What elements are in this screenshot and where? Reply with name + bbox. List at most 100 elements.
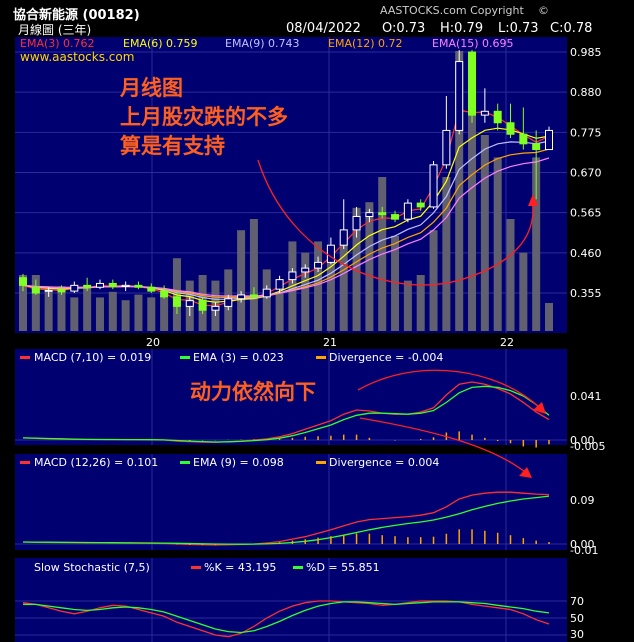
low-label: L:0.73 [498,21,539,36]
macd-fast-panel [15,349,567,445]
candle-body [506,122,515,135]
candle-body [70,284,79,292]
candle-body [339,229,348,246]
ema3-legend: EMA(3) 0.762 [20,37,95,50]
volume-bar [275,291,284,331]
volume-bar [70,297,79,331]
stochastic-d-legend: %D = 55.851 [306,561,380,574]
candle-body [147,286,156,292]
candle-body [172,296,181,307]
macd-fast-ema-marker [180,356,190,359]
volume-bar [352,207,361,331]
volume-bar [262,269,271,331]
macd-slow-marker [20,461,30,464]
high-label: H:0.79 [440,21,484,36]
candle-body [532,143,541,151]
volume-bar [314,241,323,331]
chart-period: 月線圖 (三年) [18,23,92,37]
candle-body [108,282,117,287]
macd-slow-div-legend: Divergence = 0.004 [329,456,440,469]
ema12-legend: EMA(12) 0.72 [328,37,403,50]
macd-slow-ema-legend: EMA (9) = 0.098 [193,456,284,469]
candle-body [391,214,400,220]
volume-bar [57,286,66,331]
price-y-tick: 0.985 [570,46,602,59]
volume-bar [108,291,117,331]
candle-body [378,212,387,216]
volume-bar [31,275,40,331]
volume-bar [121,300,130,331]
macd-slow-ema-marker [180,461,190,464]
macd-fast-annotation: 动力依然向下 [190,380,316,404]
volume-bar [301,252,310,331]
volume-bar [455,51,464,331]
volume-bar [44,291,53,331]
volume-bar [532,157,541,331]
price-y-tick: 0.460 [570,247,602,260]
volume-bar [83,286,92,331]
candle-body [403,202,412,220]
open-label: O:0.73 [382,21,426,36]
volume-bar [468,84,477,331]
indicator-y-tick: 0.00 [570,434,595,447]
ema6-legend: EMA(6) 0.759 [123,37,198,50]
indicator-y-tick: 70 [570,595,584,608]
volume-bar [326,247,335,331]
volume-bar [391,235,400,331]
candle-body [198,300,207,311]
ema9-legend: EMA(9) 0.743 [225,37,300,50]
indicator-line [22,495,550,545]
volume-bar [19,275,27,331]
candle-body [442,129,451,166]
candle-body [468,51,477,116]
candle-body [134,284,143,288]
volume-bar [480,135,489,331]
stochastic-panel [15,558,567,642]
stochastic-k-marker [191,566,201,569]
macd-slow-legend: MACD (12,26) = 0.101 [34,456,159,469]
candle-body [83,284,92,288]
candle-body [262,288,271,298]
candle-body [545,129,553,151]
candle-body [301,267,310,273]
annotation-line1: 月线图 [120,76,183,100]
volume-bar [545,303,553,331]
candle-body [211,305,220,311]
support-arrow-curve [257,159,534,286]
volume-bar [237,230,246,331]
indicator-y-tick: -0.005 [570,440,605,453]
copyright-text: AASTOCKS.com Copyright [380,4,524,17]
stochastic-d-marker [293,566,303,569]
candle-body [480,110,489,116]
macd-fast-div-legend: Divergence = -0.004 [329,351,444,364]
volume-bar [147,297,156,331]
volume-bar [95,297,104,331]
volume-bar [442,177,451,331]
candle-body [95,282,104,288]
price-y-tick: 0.355 [570,287,602,300]
x-axis-tick: 22 [500,336,514,349]
macd-fast-ema-legend: EMA (3) = 0.023 [193,351,284,364]
support-arrow-head [528,194,538,206]
volume-bar [403,280,412,331]
date-label: 08/04/2022 [286,21,361,36]
x-axis-tick: 21 [323,336,337,349]
volume-bar [134,294,143,331]
annotation-line3: 算是有支持 [120,134,225,158]
annotation-line2: 上月股灾跌的不多 [120,105,288,129]
macd-arrow-head-2 [519,467,532,478]
macd-arrow-curve-1 [357,369,541,409]
candle-body [237,294,246,300]
candle-body [57,289,66,293]
candle-body [160,290,169,298]
indicator-y-tick: 0.09 [570,494,595,507]
volume-bar [160,294,169,331]
candle-body [19,277,27,286]
indicator-line [23,601,550,634]
candle-body [224,298,233,307]
candle-body [275,279,284,290]
stochastic-k-legend: %K = 43.195 [204,561,277,574]
stochastic-legend: Slow Stochastic (7,5) [34,561,150,574]
candle-body [429,164,438,208]
